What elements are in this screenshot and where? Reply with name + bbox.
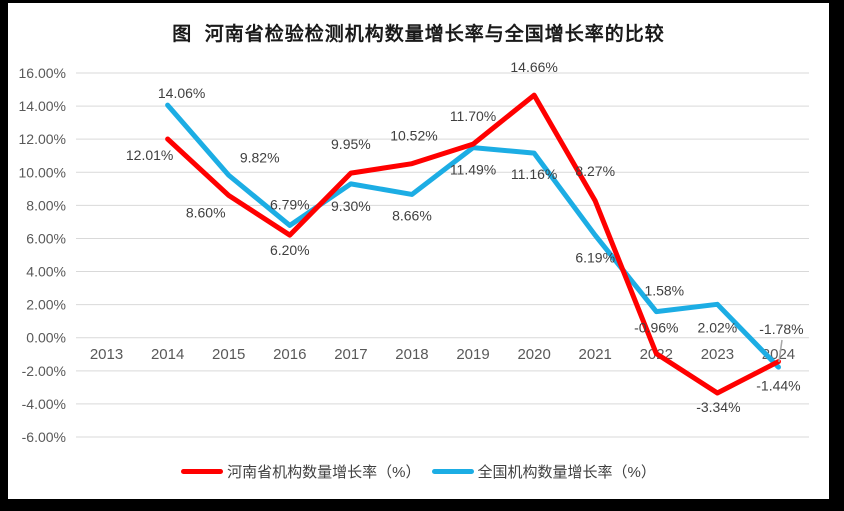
legend-item-national: 全国机构数量增长率（%） (431, 461, 656, 482)
y-axis-tick-label: 2.00% (26, 297, 66, 313)
data-label-henan-2015: 8.60% (186, 204, 226, 220)
x-axis-year-label: 2017 (334, 346, 367, 363)
legend-label-national: 全国机构数量增长率（%） (477, 464, 656, 481)
data-label-henan-2017: 9.95% (331, 136, 371, 152)
y-axis-tick-label: 12.00% (19, 131, 66, 147)
y-axis-tick-label: 4.00% (26, 264, 66, 280)
y-axis-tick-label: 10.00% (19, 164, 66, 180)
x-axis-year-label: 2018 (395, 346, 428, 363)
data-label-national-2020: 11.16% (511, 166, 557, 182)
y-axis-tick-label: -4.00% (22, 396, 66, 412)
series-line-henan (165, 92, 781, 396)
data-label-leader-line (778, 339, 783, 363)
data-label-national-2015: 9.82% (240, 149, 280, 165)
data-label-national-2021: 6.19% (575, 249, 615, 265)
y-axis-tick-label: -6.00% (22, 429, 66, 445)
legend-item-henan: 河南省机构数量增长率（%） (181, 461, 421, 482)
data-label-national-2022: 1.58% (644, 283, 684, 299)
data-label-henan-2014: 12.01% (126, 147, 173, 163)
data-label-national-2019: 11.49% (450, 162, 496, 178)
legend-line-national-icon (431, 469, 474, 474)
x-axis-year-label: 2013 (90, 346, 123, 363)
data-label-henan-2022: -0.96% (634, 320, 678, 336)
y-axis-tick-label: 14.00% (19, 98, 66, 114)
y-axis-tick-label: 0.00% (26, 330, 66, 346)
chart-title: 图 河南省检验检测机构数量增长率与全国增长率的比较 (172, 24, 665, 45)
chart-legend: 河南省机构数量增长率（%） 全国机构数量增长率（%） (8, 461, 829, 482)
x-axis-year-label: 2021 (579, 346, 612, 363)
data-label-national-2014: 14.06% (158, 85, 205, 101)
x-axis-year-label: 2023 (701, 346, 734, 363)
data-label-henan-2019: 11.70% (450, 108, 496, 124)
data-label-henan-2020: 14.66% (510, 59, 557, 75)
data-label-henan-2016: 6.20% (270, 242, 310, 258)
data-label-national-2024: -1.78% (759, 321, 803, 337)
legend-label-henan: 河南省机构数量增长率（%） (227, 464, 421, 481)
x-axis-year-label: 2020 (517, 346, 550, 363)
data-label-national-2018: 8.66% (392, 207, 432, 223)
legend-line-henan-icon (181, 469, 224, 474)
y-axis-tick-label: 8.00% (26, 197, 66, 213)
series-line-national (165, 102, 781, 370)
y-axis-tick-label: -2.00% (22, 363, 66, 379)
x-axis-year-label: 2015 (212, 346, 245, 363)
data-label-national-2016: 6.79% (270, 196, 310, 212)
data-label-henan-2024: -1.44% (756, 378, 800, 394)
data-label-henan-2018: 10.52% (390, 128, 437, 144)
x-axis-year-label: 2019 (456, 346, 489, 363)
data-label-henan-2023: -3.34% (696, 399, 740, 415)
data-label-national-2017: 9.30% (331, 198, 371, 214)
data-label-henan-2021: 8.27% (575, 163, 615, 179)
chart-background (8, 3, 829, 499)
data-label-national-2023: 2.02% (698, 319, 738, 335)
x-axis-year-label: 2014 (151, 346, 184, 363)
y-axis-tick-label: 6.00% (26, 230, 66, 246)
y-axis-tick-label: 16.00% (19, 65, 66, 81)
x-axis-year-label: 2016 (273, 346, 306, 363)
